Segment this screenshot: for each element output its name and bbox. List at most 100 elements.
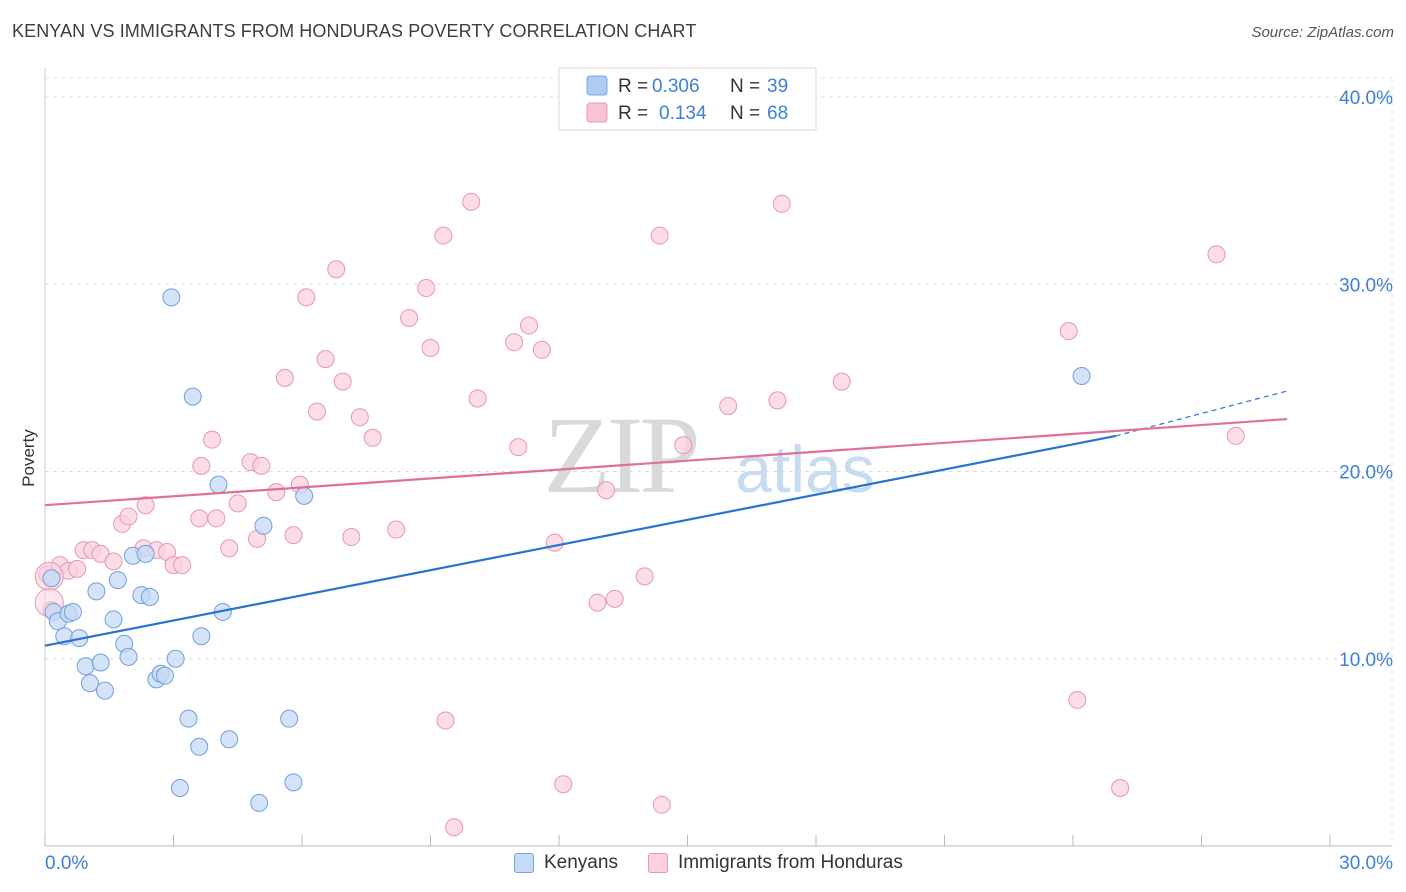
- kenyans-point: [166, 649, 185, 668]
- legend-n-label-kenyans: N =: [730, 76, 760, 97]
- kenyans-point: [140, 587, 159, 606]
- x-tick-label-end: 30.0%: [1339, 853, 1393, 874]
- honduras-point: [554, 775, 573, 794]
- watermark: ZIP atlas: [544, 394, 875, 516]
- honduras-point: [104, 552, 123, 571]
- legend-swatch-honduras: [586, 102, 608, 123]
- y-tick-label: 10.0%: [1339, 650, 1393, 671]
- honduras-point: [342, 528, 361, 547]
- honduras-point: [832, 372, 851, 391]
- honduras-point: [520, 316, 539, 335]
- kenyans-point: [162, 288, 181, 307]
- honduras-point: [719, 396, 738, 415]
- kenyans-point: [280, 709, 299, 728]
- kenyans-point: [254, 516, 273, 535]
- honduras-point: [333, 372, 352, 391]
- legend-swatch-honduras-bottom: [647, 853, 668, 873]
- kenyans-point: [80, 674, 99, 693]
- tick-labels: 10.0% 20.0% 30.0% 40.0% 0.0% 30.0%: [45, 88, 1393, 874]
- kenyans-point: [190, 737, 209, 756]
- honduras-point: [445, 818, 464, 837]
- honduras-point: [203, 430, 222, 449]
- honduras-point: [772, 194, 791, 213]
- honduras-point: [173, 556, 192, 575]
- kenyans-point: [192, 627, 211, 646]
- honduras-point: [605, 589, 624, 608]
- legend-swatch-kenyans: [586, 75, 608, 96]
- honduras-trend-line: [44, 417, 1288, 507]
- honduras-point: [417, 278, 436, 297]
- legend-item-kenyans[interactable]: Kenyans: [514, 852, 618, 874]
- honduras-point: [400, 308, 419, 327]
- kenyans-point: [284, 773, 303, 792]
- honduras-point: [284, 526, 303, 545]
- kenyans-point: [108, 571, 127, 590]
- correlation-legend: R = 0.306 N = 39 R = 0.134 N = 68: [558, 67, 817, 131]
- honduras-point: [267, 483, 286, 502]
- kenyans-trend-line: [44, 434, 1117, 647]
- honduras-point: [505, 333, 524, 352]
- legend-n-value-honduras: 68: [767, 103, 788, 124]
- honduras-point: [434, 226, 453, 245]
- honduras-point: [597, 481, 616, 500]
- honduras-point: [1111, 778, 1130, 797]
- axes: [44, 68, 1392, 847]
- honduras-point: [350, 408, 369, 427]
- kenyans-point: [250, 793, 269, 812]
- legend-r-value-honduras: 0.134: [659, 103, 707, 124]
- honduras-point: [1068, 690, 1087, 709]
- honduras-point: [509, 438, 528, 457]
- chart-title: KENYAN VS IMMIGRANTS FROM HONDURAS POVER…: [12, 21, 697, 41]
- kenyans-point: [1072, 367, 1091, 386]
- kenyans-point: [220, 730, 239, 749]
- legend-label-honduras: Immigrants from Honduras: [677, 852, 903, 873]
- legend-n-label-honduras: N =: [730, 103, 760, 124]
- honduras-point: [768, 391, 787, 410]
- honduras-point: [307, 402, 326, 421]
- legend-swatch-kenyans-bottom: [514, 853, 534, 873]
- honduras-point: [119, 507, 138, 526]
- kenyans-point: [295, 486, 314, 505]
- legend-label-kenyans: Kenyans: [544, 852, 618, 873]
- honduras-point: [652, 795, 671, 814]
- y-tick-label: 30.0%: [1339, 275, 1393, 296]
- honduras-point: [650, 226, 669, 245]
- honduras-point: [468, 389, 487, 408]
- legend-n-value-kenyans: 39: [767, 76, 788, 97]
- legend-item-honduras[interactable]: Immigrants from Honduras: [647, 852, 903, 874]
- kenyans-point: [104, 610, 123, 629]
- kenyans-point: [155, 666, 174, 685]
- honduras-point: [635, 567, 654, 586]
- honduras-point: [545, 533, 564, 552]
- kenyans-point: [179, 709, 198, 728]
- honduras-point: [327, 260, 346, 279]
- honduras-point: [297, 288, 316, 307]
- kenyans-point: [136, 544, 155, 563]
- honduras-point: [252, 456, 271, 475]
- honduras-point: [220, 539, 239, 558]
- honduras-point: [190, 509, 209, 528]
- honduras-point: [207, 509, 226, 528]
- legend-r-value-kenyans: 0.306: [652, 76, 700, 97]
- honduras-point: [421, 338, 440, 357]
- honduras-point: [192, 456, 211, 475]
- honduras-point: [1059, 322, 1078, 341]
- kenyans-point: [183, 387, 202, 406]
- honduras-point: [436, 711, 455, 730]
- legend-r-label-honduras: R =: [618, 103, 648, 124]
- trend-lines: [44, 390, 1288, 647]
- honduras-point: [588, 593, 607, 612]
- source-label: Source: ZipAtlas.com: [1251, 24, 1394, 41]
- kenyans-point: [119, 647, 138, 666]
- kenyans-point: [42, 569, 61, 588]
- kenyans-point: [76, 657, 95, 676]
- kenyans-point: [95, 681, 114, 700]
- legend-r-label-kenyans: R =: [618, 76, 648, 97]
- series-legend: Kenyans Immigrants from Honduras: [514, 852, 933, 874]
- honduras-point: [674, 436, 693, 455]
- kenyans-point: [209, 475, 228, 494]
- kenyans-point: [63, 602, 82, 621]
- honduras-point: [68, 559, 87, 578]
- honduras-point: [316, 350, 335, 369]
- grid-lines: [45, 77, 1393, 846]
